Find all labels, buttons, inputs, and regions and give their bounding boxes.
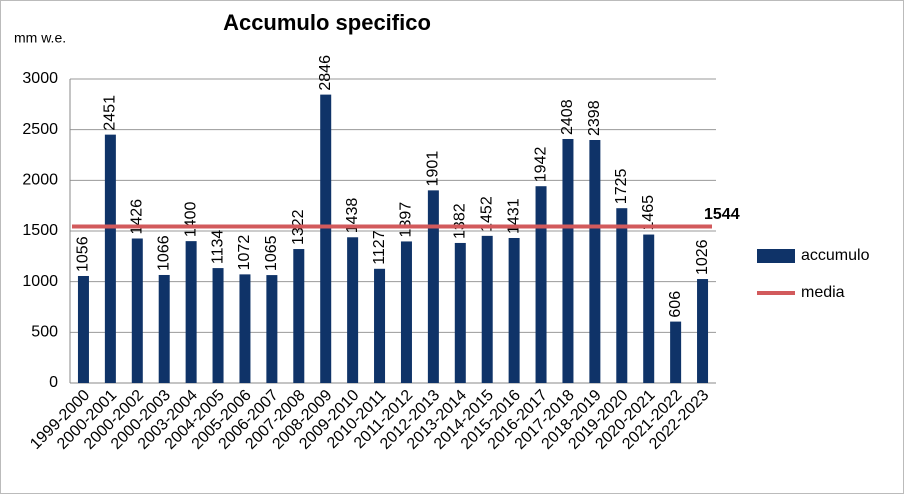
data-label: 1382 [452, 203, 469, 239]
data-label: 1431 [505, 198, 522, 234]
legend-swatch [757, 249, 795, 263]
bar [643, 234, 655, 383]
y-tick-label: 3000 [22, 70, 58, 87]
bar [427, 190, 439, 383]
bar [454, 242, 466, 383]
y-tick-label: 1500 [22, 222, 58, 239]
data-label: 1901 [425, 151, 442, 187]
data-label: 606 [667, 291, 684, 318]
data-label: 1056 [75, 236, 92, 272]
bar [239, 274, 251, 383]
bar [77, 275, 89, 383]
data-label: 2398 [586, 100, 603, 136]
legend-label: accumulo [801, 247, 870, 264]
bar [562, 138, 574, 383]
data-label: 1426 [129, 199, 146, 235]
reference-label: 1544 [704, 206, 740, 223]
data-label: 1400 [182, 201, 199, 237]
bar [293, 249, 305, 383]
bar [400, 241, 412, 383]
bar [104, 134, 116, 383]
data-label: 1465 [640, 195, 657, 231]
data-label: 1072 [236, 235, 253, 271]
bar [508, 237, 520, 383]
data-label: 1127 [371, 230, 388, 265]
bar [347, 237, 359, 383]
data-label: 1452 [478, 196, 495, 232]
bar [131, 238, 143, 383]
data-label: 1725 [613, 169, 630, 205]
bar [616, 208, 628, 383]
bar [697, 279, 709, 383]
data-label: 1438 [344, 198, 361, 234]
data-label: 1065 [263, 235, 280, 271]
y-tick-label: 500 [31, 324, 58, 341]
legend-label: media [801, 284, 845, 301]
y-tick-label: 0 [49, 374, 58, 391]
chart-title: Accumulo specifico [223, 10, 431, 35]
data-label: 2408 [559, 99, 576, 135]
bar [158, 274, 170, 383]
bar [670, 321, 682, 383]
y-axis-label: mm w.e. [14, 30, 66, 46]
bar [212, 268, 224, 383]
data-label: 1942 [532, 147, 549, 183]
data-label: 1397 [398, 202, 415, 238]
bar [535, 186, 547, 383]
data-label: 2846 [317, 55, 334, 91]
y-tick-label: 2500 [22, 121, 58, 138]
data-label: 1066 [155, 235, 172, 271]
data-label: 1134 [209, 230, 226, 265]
bar [589, 140, 601, 383]
y-tick-label: 2000 [22, 172, 58, 189]
bar [481, 235, 493, 383]
bar [185, 241, 197, 383]
data-label: 1026 [694, 239, 711, 275]
y-tick-label: 1000 [22, 273, 58, 290]
bar [266, 275, 278, 383]
data-label: 2451 [102, 95, 119, 131]
bar [320, 94, 332, 383]
bar [374, 268, 386, 383]
